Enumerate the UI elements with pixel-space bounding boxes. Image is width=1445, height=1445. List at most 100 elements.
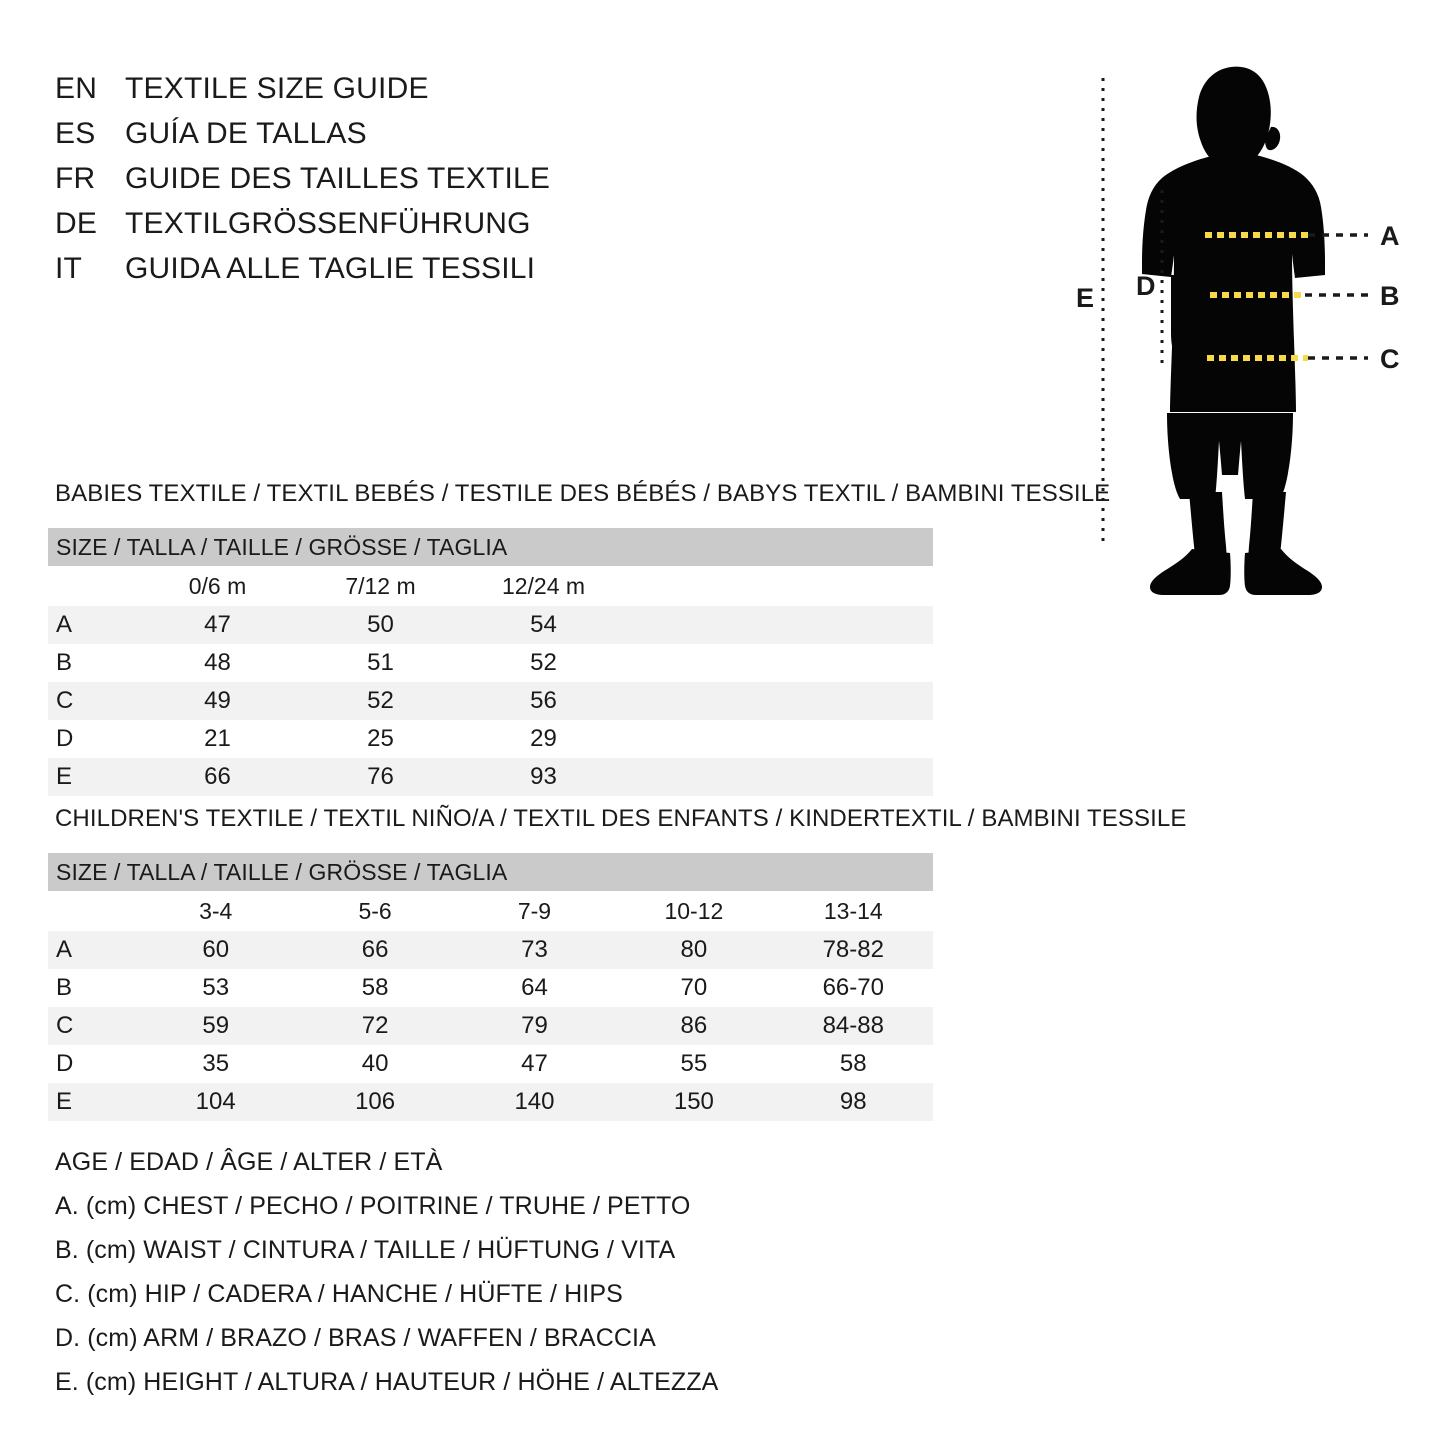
language-title-list: EN TEXTILE SIZE GUIDE ES GUÍA DE TALLAS … — [55, 72, 755, 297]
marker-label-d: D — [1136, 271, 1156, 301]
table-row: A 47 50 54 — [48, 606, 934, 644]
babies-filler-cell — [625, 682, 934, 720]
language-row-it: IT GUIDA ALLE TAGLIE TESSILI — [55, 252, 755, 297]
babies-column-header: 0/6 m — [136, 566, 299, 606]
babies-row-label: C — [48, 682, 136, 720]
legend-line-age: AGE / EDAD / ÂGE / ALTER / ETÀ — [55, 1148, 443, 1176]
children-cell: 86 — [614, 1007, 774, 1045]
children-cell: 60 — [136, 931, 296, 969]
children-cell: 98 — [773, 1083, 933, 1121]
children-cell: 78-82 — [773, 931, 933, 969]
babies-section-title: BABIES TEXTILE / TEXTIL BEBÉS / TESTILE … — [55, 480, 1111, 507]
babies-cell: 51 — [299, 644, 462, 682]
marker-label-a: A — [1380, 221, 1400, 251]
children-row-label: A — [48, 931, 136, 969]
legend-line-arm: D. (cm) ARM / BRAZO / BRAS / WAFFEN / BR… — [55, 1324, 656, 1352]
table-row: D 21 25 29 — [48, 720, 934, 758]
babies-cell: 56 — [462, 682, 625, 720]
children-row-label: B — [48, 969, 136, 1007]
language-code: IT — [55, 252, 83, 285]
language-code: ES — [55, 117, 96, 150]
children-cell: 66 — [295, 931, 455, 969]
children-column-header: 13-14 — [773, 891, 933, 931]
children-row-label: E — [48, 1083, 136, 1121]
babies-column-header: 7/12 m — [299, 566, 462, 606]
babies-row-label: A — [48, 606, 136, 644]
language-row-en: EN TEXTILE SIZE GUIDE — [55, 72, 755, 117]
table-row: E 66 76 93 — [48, 758, 934, 796]
babies-cell: 52 — [462, 644, 625, 682]
children-cell: 104 — [136, 1083, 296, 1121]
children-column-header: 3-4 — [136, 891, 296, 931]
children-cell: 84-88 — [773, 1007, 933, 1045]
children-size-table: SIZE / TALLA / TAILLE / GRÖSSE / TAGLIA … — [48, 853, 933, 1121]
legend-line-chest: A. (cm) CHEST / PECHO / POITRINE / TRUHE… — [55, 1192, 691, 1220]
children-cell: 55 — [614, 1045, 774, 1083]
measurement-legend: AGE / EDAD / ÂGE / ALTER / ETÀ A. (cm) C… — [55, 1140, 815, 1404]
children-cell: 80 — [614, 931, 774, 969]
babies-cell: 52 — [299, 682, 462, 720]
children-cell: 53 — [136, 969, 296, 1007]
babies-cell: 66 — [136, 758, 299, 796]
language-code: EN — [55, 72, 98, 105]
children-cell: 35 — [136, 1045, 296, 1083]
children-cell: 140 — [454, 1083, 615, 1121]
table-row: D 35 40 47 55 58 — [48, 1045, 933, 1083]
marker-label-e: E — [1076, 283, 1095, 313]
table-row: B 48 51 52 — [48, 644, 934, 682]
babies-cell: 93 — [462, 758, 625, 796]
babies-row-label: D — [48, 720, 136, 758]
child-silhouette-icon — [1142, 66, 1325, 595]
legend-line-waist: B. (cm) WAIST / CINTURA / TAILLE / HÜFTU… — [55, 1236, 676, 1264]
babies-cell: 49 — [136, 682, 299, 720]
babies-row-label: B — [48, 644, 136, 682]
babies-cell: 29 — [462, 720, 625, 758]
table-row: B 53 58 64 70 66-70 — [48, 969, 933, 1007]
children-cell: 59 — [136, 1007, 296, 1045]
babies-size-header-label: SIZE / TALLA / TAILLE / GRÖSSE / TAGLIA — [48, 528, 934, 566]
marker-label-c: C — [1380, 344, 1400, 374]
children-cell: 58 — [773, 1045, 933, 1083]
table-row: C 59 72 79 86 84-88 — [48, 1007, 933, 1045]
language-code: FR — [55, 162, 96, 195]
children-cell: 150 — [614, 1083, 774, 1121]
babies-filler-cell — [625, 566, 934, 606]
children-cell: 66-70 — [773, 969, 933, 1007]
legend-line-height: E. (cm) HEIGHT / ALTURA / HAUTEUR / HÖHE… — [55, 1368, 719, 1396]
babies-size-header-bar: SIZE / TALLA / TAILLE / GRÖSSE / TAGLIA — [48, 528, 934, 566]
language-code: DE — [55, 207, 98, 240]
children-cell: 79 — [454, 1007, 615, 1045]
children-size-header-bar: SIZE / TALLA / TAILLE / GRÖSSE / TAGLIA — [48, 853, 933, 891]
children-cell: 58 — [295, 969, 455, 1007]
babies-column-header-row: 0/6 m 7/12 m 12/24 m — [48, 566, 934, 606]
children-cell: 47 — [454, 1045, 615, 1083]
children-size-header-label: SIZE / TALLA / TAILLE / GRÖSSE / TAGLIA — [48, 853, 933, 891]
table-row: A 60 66 73 80 78-82 — [48, 931, 933, 969]
babies-cell: 48 — [136, 644, 299, 682]
children-corner-cell — [48, 891, 136, 931]
language-row-de: DE TEXTILGRÖSSENFÜHRUNG — [55, 207, 755, 252]
child-silhouette-diagram: A B C D E — [1040, 55, 1445, 595]
babies-row-label: E — [48, 758, 136, 796]
children-cell: 70 — [614, 969, 774, 1007]
children-column-header: 5-6 — [295, 891, 455, 931]
language-title: GUIDA ALLE TAGLIE TESSILI — [125, 252, 536, 285]
babies-cell: 47 — [136, 606, 299, 644]
babies-cell: 21 — [136, 720, 299, 758]
children-column-header: 7-9 — [454, 891, 615, 931]
children-column-header-row: 3-4 5-6 7-9 10-12 13-14 — [48, 891, 933, 931]
table-row: C 49 52 56 — [48, 682, 934, 720]
language-row-fr: FR GUIDE DES TAILLES TEXTILE — [55, 162, 755, 207]
babies-filler-cell — [625, 606, 934, 644]
legend-line-hip: C. (cm) HIP / CADERA / HANCHE / HÜFTE / … — [55, 1280, 623, 1308]
babies-filler-cell — [625, 758, 934, 796]
babies-cell: 76 — [299, 758, 462, 796]
babies-column-header: 12/24 m — [462, 566, 625, 606]
language-title: GUIDE DES TAILLES TEXTILE — [125, 162, 551, 195]
babies-filler-cell — [625, 720, 934, 758]
silhouette-svg — [1101, 66, 1368, 595]
language-title: TEXTILGRÖSSENFÜHRUNG — [125, 207, 531, 240]
babies-cell: 54 — [462, 606, 625, 644]
babies-cell: 25 — [299, 720, 462, 758]
children-cell: 72 — [295, 1007, 455, 1045]
